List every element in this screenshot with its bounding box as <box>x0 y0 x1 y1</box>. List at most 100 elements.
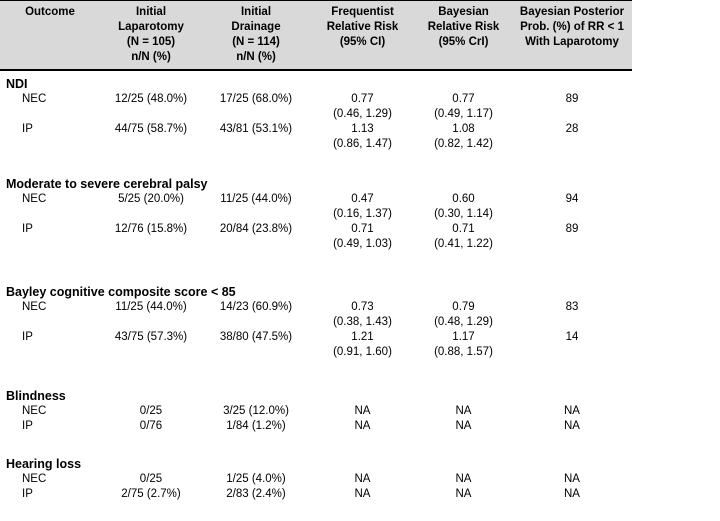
rr-ci: (0.49, 1.03) <box>333 238 392 250</box>
rr-ci: (0.38, 1.43) <box>333 316 392 328</box>
laparotomy-cell: 44/75 (58.7%) <box>114 123 188 135</box>
rr-estimate: 1.08 <box>452 123 475 135</box>
header-line: (95% CrI) <box>438 36 489 48</box>
laparotomy-cell: 12/25 (48.0%) <box>114 93 188 105</box>
drainage-cell: 1/25 (4.0%) <box>226 473 286 485</box>
table-body: NDI NEC 12/25 (48.0%) 17/25 (68.0%) 0.77… <box>0 70 632 502</box>
rr-estimate: 0.60 <box>452 193 475 205</box>
section-title-hearing-loss: Hearing loss <box>6 457 82 471</box>
rr-estimate: 0.77 <box>452 93 475 105</box>
header-line: Frequentist <box>331 6 394 18</box>
drainage-cell: 17/25 (68.0%) <box>219 93 293 105</box>
rr-ci: (0.49, 1.17) <box>434 108 493 120</box>
rr-ci: (0.88, 1.57) <box>434 346 493 358</box>
header-line: Relative Risk <box>427 21 500 33</box>
posterior-prob-cell: 94 <box>565 193 579 205</box>
header-row: Outcome Initial Laparotomy (N = 105) n/N… <box>0 0 632 71</box>
outcome-cell: NEC <box>22 473 47 485</box>
bayesian-rr-cell: 0.79 (0.48, 1.29) <box>415 300 512 330</box>
bayesian-rr-cell: 0.77 (0.49, 1.17) <box>415 92 512 122</box>
posterior-prob-cell: NA <box>564 473 580 485</box>
bayesian-rr-cell: 1.17 (0.88, 1.57) <box>415 330 512 360</box>
posterior-prob-cell: NA <box>564 488 580 500</box>
laparotomy-cell: 2/75 (2.7%) <box>121 488 181 500</box>
frequentist-rr-cell: NA <box>354 473 371 485</box>
drainage-cell: 3/25 (12.0%) <box>223 405 289 417</box>
header-line: Bayesian Posterior <box>519 6 625 18</box>
rr-ci: (0.91, 1.60) <box>333 346 392 358</box>
header-line: Drainage <box>231 21 281 33</box>
drainage-cell: 1/84 (1.2%) <box>226 420 286 432</box>
table-row-ndi-ip: IP 44/75 (58.7%) 43/81 (53.1%) 1.13 (0.8… <box>0 122 632 152</box>
rr-estimate: 0.47 <box>351 193 374 205</box>
rr-estimate: 1.17 <box>452 331 475 343</box>
posterior-prob-cell: NA <box>564 405 580 417</box>
frequentist-rr-cell: 1.21 (0.91, 1.60) <box>310 330 415 360</box>
section-row-ndi: NDI <box>0 70 632 92</box>
posterior-prob-cell: NA <box>564 420 580 432</box>
col-header-posterior-prob: Bayesian Posterior Prob. (%) of RR < 1 W… <box>512 0 632 71</box>
bayesian-rr-cell: NA <box>455 420 472 432</box>
outcome-cell: IP <box>22 420 33 432</box>
table-row-hearing-nec: NEC 0/25 1/25 (4.0%) NA NA NA <box>0 472 632 487</box>
laparotomy-cell: 12/76 (15.8%) <box>114 223 188 235</box>
rr-ci: (0.30, 1.14) <box>434 208 493 220</box>
header-line: n/N (%) <box>236 51 276 63</box>
bayesian-rr-cell: NA <box>455 405 472 417</box>
rr-ci: (0.82, 1.42) <box>434 138 493 150</box>
frequentist-rr-cell: 1.13 (0.86, 1.47) <box>310 122 415 152</box>
header-line: Prob. (%) of RR < 1 <box>520 21 624 33</box>
table-row-cp-nec: NEC 5/25 (20.0%) 11/25 (44.0%) 0.47 (0.1… <box>0 192 632 222</box>
rr-ci: (0.16, 1.37) <box>333 208 392 220</box>
bayesian-rr-cell: NA <box>455 473 472 485</box>
header-line: Laparotomy <box>118 21 184 33</box>
rr-estimate: 1.13 <box>351 123 374 135</box>
frequentist-rr-cell: NA <box>354 488 371 500</box>
drainage-cell: 20/84 (23.8%) <box>219 223 293 235</box>
col-header-initial-drainage: Initial Drainage (N = 114) n/N (%) <box>202 0 310 71</box>
section-title-bayley: Bayley cognitive composite score < 85 <box>6 285 236 299</box>
header-line: With Laparotomy <box>525 36 619 48</box>
laparotomy-cell: 43/75 (57.3%) <box>114 331 188 343</box>
rr-estimate: 0.79 <box>452 301 475 313</box>
table-header: Outcome Initial Laparotomy (N = 105) n/N… <box>0 0 632 71</box>
posterior-prob-cell: 89 <box>565 93 579 105</box>
posterior-prob-cell: 14 <box>565 331 579 343</box>
header-line: Outcome <box>25 6 75 18</box>
outcome-cell: IP <box>22 223 33 235</box>
header-line: (N = 105) <box>126 36 176 48</box>
laparotomy-cell: 5/25 (20.0%) <box>118 193 184 205</box>
laparotomy-cell: 0/76 <box>139 420 163 432</box>
outcome-cell: NEC <box>22 193 47 205</box>
drainage-cell: 11/25 (44.0%) <box>220 193 292 205</box>
frequentist-rr-cell: 0.77 (0.46, 1.29) <box>310 92 415 122</box>
outcome-cell: NEC <box>22 405 47 417</box>
header-line: (95% CI) <box>339 36 386 48</box>
table-row-bayley-nec: NEC 11/25 (44.0%) 14/23 (60.9%) 0.73 (0.… <box>0 300 632 330</box>
laparotomy-cell: 0/25 <box>139 473 163 485</box>
rr-ci: (0.46, 1.29) <box>333 108 392 120</box>
posterior-prob-cell: 28 <box>565 123 579 135</box>
rr-ci: (0.41, 1.22) <box>434 238 493 250</box>
bayesian-rr-cell: NA <box>455 488 472 500</box>
bayesian-rr-cell: 0.71 (0.41, 1.22) <box>415 222 512 252</box>
rr-ci: (0.86, 1.47) <box>333 138 392 150</box>
section-row-blindness: Blindness <box>0 360 632 404</box>
outcome-cell: IP <box>22 123 33 135</box>
table-row-ndi-nec: NEC 12/25 (48.0%) 17/25 (68.0%) 0.77 (0.… <box>0 92 632 122</box>
outcomes-table: Outcome Initial Laparotomy (N = 105) n/N… <box>0 0 632 502</box>
outcome-cell: NEC <box>22 93 47 105</box>
section-title-ndi: NDI <box>6 77 28 91</box>
rr-estimate: 1.21 <box>351 331 374 343</box>
header-line: (N = 114) <box>232 36 280 48</box>
rr-estimate: 0.77 <box>351 93 374 105</box>
section-row-bayley: Bayley cognitive composite score < 85 <box>0 252 632 300</box>
table-row-cp-ip: IP 12/76 (15.8%) 20/84 (23.8%) 0.71 (0.4… <box>0 222 632 252</box>
drainage-cell: 38/80 (47.5%) <box>219 331 293 343</box>
bayesian-rr-cell: 1.08 (0.82, 1.42) <box>415 122 512 152</box>
table-row-blindness-nec: NEC 0/25 3/25 (12.0%) NA NA NA <box>0 404 632 419</box>
posterior-prob-cell: 89 <box>565 223 579 235</box>
outcome-cell: IP <box>22 331 33 343</box>
section-row-hearing-loss: Hearing loss <box>0 434 632 472</box>
